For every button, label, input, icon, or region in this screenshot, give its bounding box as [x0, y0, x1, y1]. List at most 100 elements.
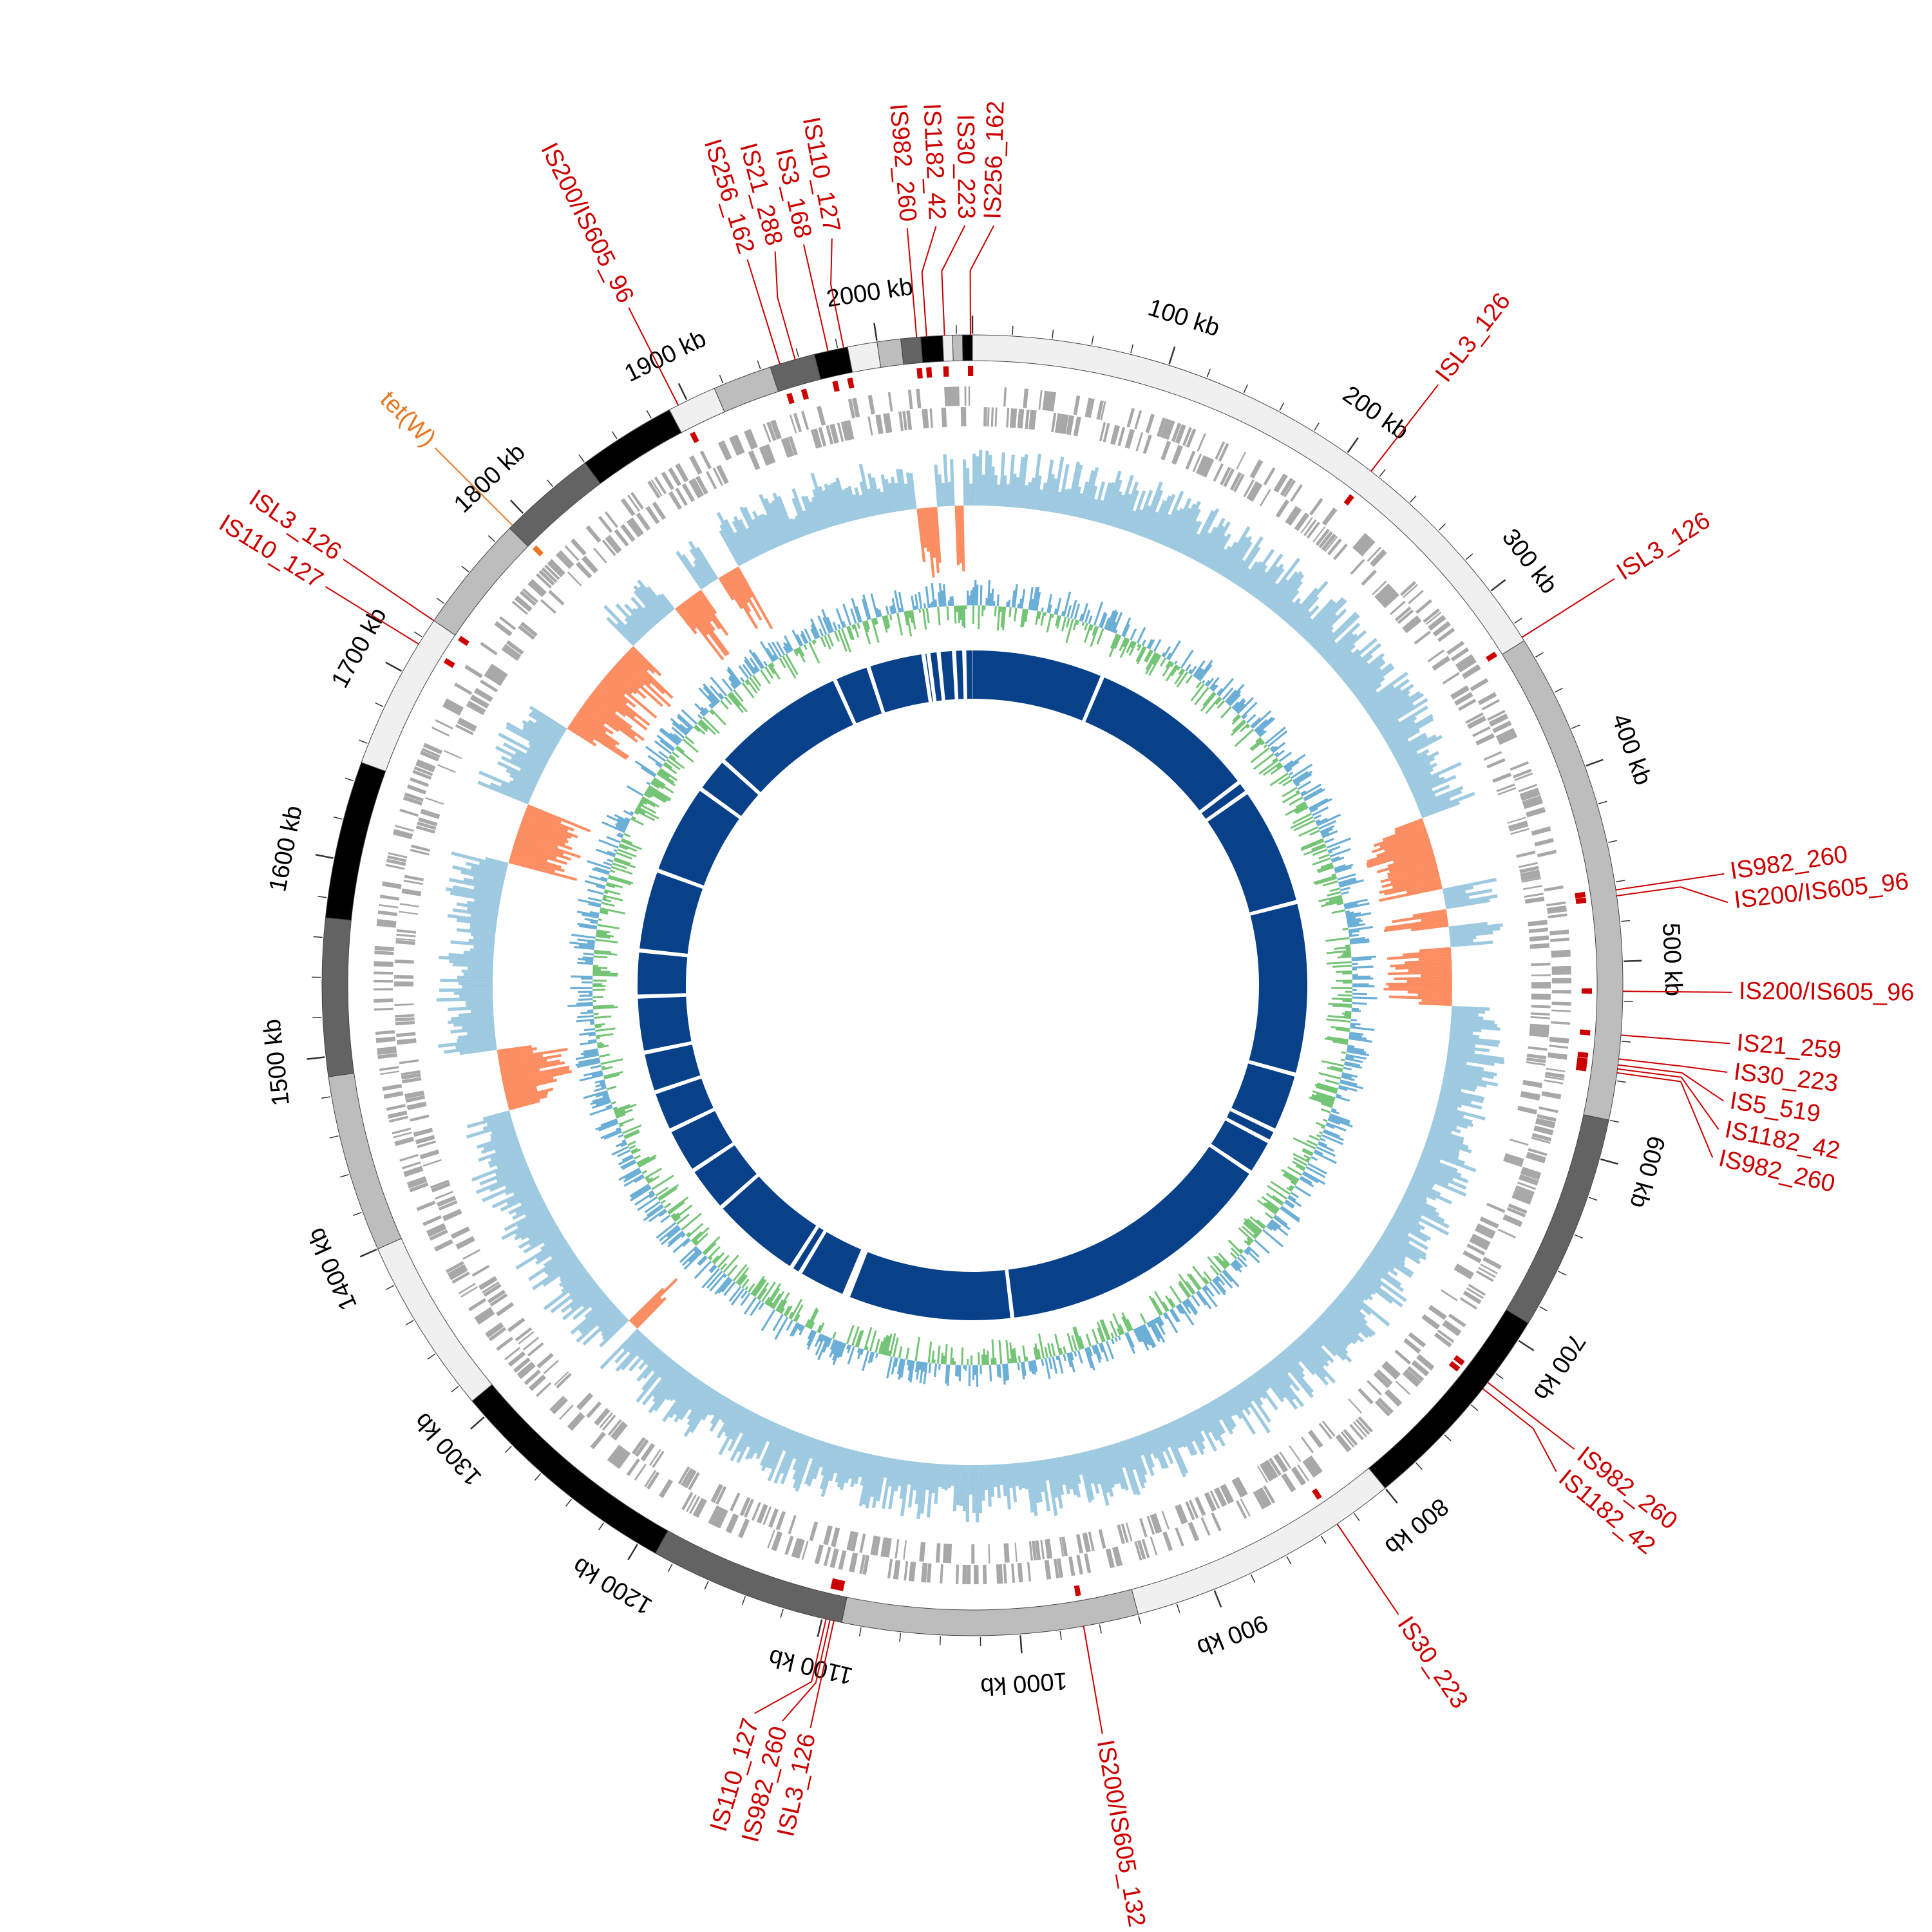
gc-skew-bar	[1226, 1390, 1256, 1435]
cds-feature	[540, 599, 556, 614]
gc-skew-bar	[1066, 1455, 1077, 1496]
gc-content-bar	[1345, 1010, 1352, 1014]
gc-content-bar	[1195, 681, 1202, 688]
gc-content-bar	[1314, 1084, 1338, 1092]
cds-feature	[614, 529, 629, 547]
gc-content-bar	[1350, 940, 1370, 945]
gc-skew-bar	[490, 1130, 516, 1141]
gc-content-bar	[1185, 674, 1193, 684]
gc-content-bar	[614, 813, 630, 823]
cds-feature	[1117, 1524, 1125, 1544]
gc-skew-bar	[560, 1282, 598, 1313]
gc-skew-bar	[1366, 1256, 1389, 1274]
gc-content-bar	[1253, 1233, 1258, 1238]
cds-feature	[1309, 498, 1323, 516]
gc-skew-bar	[969, 1464, 972, 1495]
cds-feature	[1076, 1555, 1083, 1575]
gc-content-bar	[614, 822, 627, 830]
gc-skew-bar	[743, 506, 768, 553]
gc-skew-bar	[1446, 1058, 1467, 1065]
gc-content-bar	[1347, 919, 1363, 925]
gc-skew-bar	[572, 1292, 605, 1320]
gc-content-bar	[1146, 639, 1153, 649]
gc-content-bar	[1162, 646, 1171, 658]
cds-feature	[1519, 862, 1539, 868]
gc-skew-bar	[1385, 1227, 1410, 1244]
annotation-leader	[802, 244, 829, 352]
gc-content-bar	[783, 1305, 791, 1316]
gc-content-bar	[972, 587, 975, 606]
gc-content-bar	[851, 598, 861, 623]
cds-feature	[1066, 415, 1075, 435]
gc-content-bar	[637, 804, 641, 808]
gc-content-bar	[808, 641, 820, 664]
gc-content-bar	[974, 580, 977, 606]
gc-content-bar	[1185, 663, 1191, 672]
gc-content-bar	[1143, 1323, 1157, 1347]
gc-content-bar	[810, 624, 819, 639]
gc-skew-bar	[527, 719, 562, 741]
gc-skew-bar	[509, 780, 534, 794]
scale-tick	[385, 1285, 395, 1291]
gc-content-bar	[1130, 628, 1137, 641]
gc-content-bar	[1169, 1298, 1176, 1308]
gc-content-bar	[737, 1274, 746, 1285]
gc-content-bar	[1041, 1358, 1045, 1366]
gc-skew-bar	[469, 948, 495, 953]
gc-skew-bar	[1449, 927, 1501, 936]
gc-content-bar	[944, 1343, 948, 1365]
gc-content-bar	[1204, 1285, 1215, 1297]
gc-skew-bar	[591, 692, 617, 714]
gc-content-bar	[1046, 613, 1052, 633]
gc-content-bar	[1267, 730, 1288, 748]
reference-block	[802, 1232, 862, 1294]
gc-content-bar	[857, 1347, 860, 1353]
gc-skew-bar	[1092, 1449, 1110, 1506]
gc-content-bar	[1247, 1245, 1260, 1258]
gc-content-bar	[1213, 1278, 1227, 1293]
gc-skew-bar	[506, 725, 554, 754]
gc-skew-bar	[1444, 896, 1470, 904]
cds-feature	[1343, 1429, 1358, 1446]
gc-content-bar	[1218, 1253, 1231, 1266]
cds-feature	[395, 940, 415, 945]
gc-skew-bar	[473, 898, 500, 907]
cds-feature	[710, 1483, 724, 1503]
cds-feature	[1088, 398, 1095, 418]
gc-skew-bar	[884, 478, 894, 513]
gc-skew-bar	[891, 477, 900, 512]
gc-content-bar	[1274, 752, 1279, 757]
gc-skew-bar	[1416, 1163, 1454, 1181]
cds-feature	[1459, 1297, 1477, 1310]
gc-skew-bar	[570, 1298, 611, 1335]
gc-skew-bar	[504, 1078, 558, 1094]
gc-content-bar	[1324, 1037, 1349, 1043]
gc-content-bar	[575, 1054, 600, 1061]
cds-feature	[823, 1546, 831, 1566]
gc-content-bar	[701, 706, 708, 714]
gc-skew-bar	[1159, 491, 1184, 545]
gc-skew-bar	[1448, 923, 1503, 933]
cds-feature	[1461, 664, 1481, 679]
gc-content-bar	[1322, 880, 1338, 887]
gc-content-bar	[791, 1323, 800, 1337]
gc-content-bar	[1186, 1298, 1198, 1314]
reference-block	[656, 1078, 714, 1129]
gc-content-bar	[575, 1059, 600, 1066]
gc-content-bar	[1290, 1184, 1295, 1189]
gc-skew-bar	[1013, 477, 1019, 508]
cds-feature	[739, 1497, 751, 1517]
cds-feature	[994, 407, 998, 427]
gc-content-bar	[1222, 1260, 1229, 1267]
gc-content-bar	[637, 1154, 657, 1166]
gc-content-bar	[1269, 772, 1289, 786]
gc-content-bar	[1153, 1318, 1157, 1324]
gc-skew-bar	[516, 831, 558, 849]
gc-content-bar	[770, 1293, 781, 1309]
gc-content-bar	[640, 766, 656, 778]
annotation-leader	[1618, 1064, 1724, 1102]
gc-skew-bar	[802, 510, 814, 534]
gc-content-bar	[911, 610, 916, 630]
scale-tick	[427, 1353, 435, 1360]
gc-content-bar	[1321, 1126, 1325, 1130]
